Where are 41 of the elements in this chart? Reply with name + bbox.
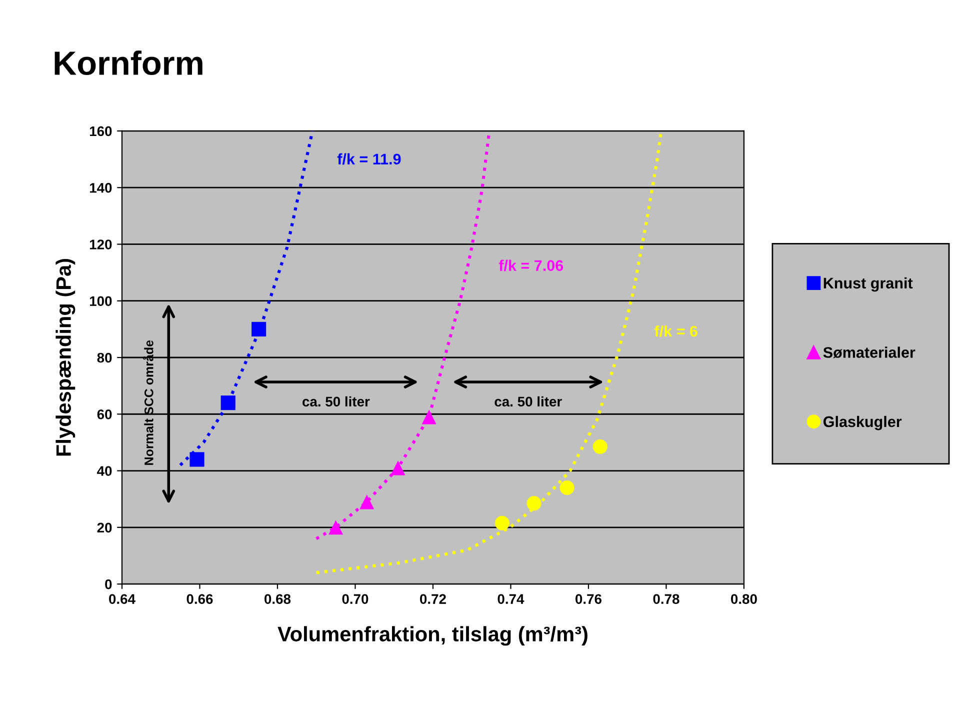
annotation: Normalt SCC område [142, 340, 154, 465]
x-tick-label: 0.70 [342, 594, 368, 604]
x-tick-label: 0.72 [420, 594, 446, 604]
point [560, 480, 574, 496]
point [328, 520, 344, 535]
y-tick-label: 40 [97, 466, 112, 476]
legend-label: Glaskugler [823, 416, 902, 430]
point [360, 494, 374, 510]
y-tick-label: 20 [97, 522, 112, 533]
series-label: f/k = 11.9 [337, 153, 401, 165]
series-label: f/k = 6 [654, 325, 698, 337]
y-tick-label: 120 [90, 240, 112, 250]
x-tick-label: 0.66 [186, 594, 213, 604]
y-tick-label: 80 [97, 352, 112, 363]
point [220, 396, 236, 410]
annotation: ca. 50 liter [494, 396, 562, 407]
x-tick-label: 0.78 [653, 594, 680, 604]
point [422, 410, 436, 424]
series-label: f/k = 7.06 [498, 260, 564, 272]
legend-label: Knust granit [824, 277, 913, 292]
point [526, 496, 542, 511]
y-tick-label: 0 [105, 579, 112, 590]
legend-label: Sømaterialer [823, 346, 916, 358]
point [592, 439, 608, 454]
y-tick-label: 100 [90, 296, 112, 306]
x-tick-label: 0.74 [498, 594, 524, 604]
x-tick-label: 0.64 [109, 594, 136, 604]
annotation: ca. 50 liter [302, 396, 370, 407]
y-tick-label: 140 [90, 182, 112, 193]
x-tick-label: 0.80 [730, 594, 757, 604]
point [390, 460, 406, 476]
x-tick-label: 0.68 [264, 594, 291, 604]
point [252, 322, 266, 336]
point [494, 516, 510, 530]
chart-title: Kornform [54, 50, 202, 76]
point [190, 452, 204, 467]
x-tick-label: 0.76 [576, 594, 602, 604]
x-axis-title: Volumenfraktion, tilslag (m³/m³) [278, 626, 588, 646]
y-axis-title: Flydespænding (Pa) [56, 258, 76, 456]
y-tick-label: 160 [90, 126, 112, 136]
y-tick-label: 60 [97, 409, 112, 420]
